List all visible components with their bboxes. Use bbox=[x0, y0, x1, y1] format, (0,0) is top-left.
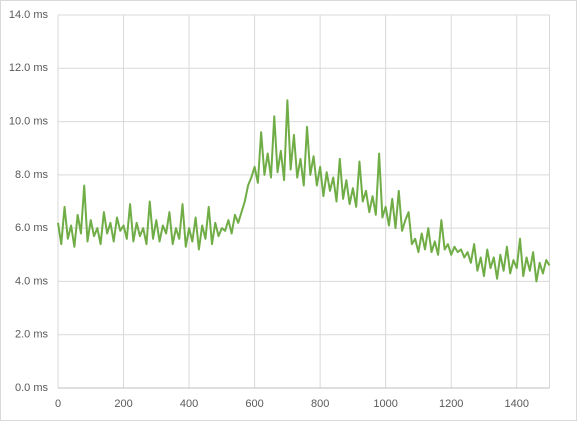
x-tick-label: 0 bbox=[55, 398, 61, 410]
x-tick-label: 600 bbox=[245, 398, 263, 410]
x-tick-label: 1400 bbox=[504, 398, 528, 410]
x-tick-label: 200 bbox=[114, 398, 132, 410]
y-tick-label: 8.0 ms bbox=[15, 169, 49, 181]
x-tick-label: 1200 bbox=[439, 398, 463, 410]
data-line bbox=[57, 99, 551, 283]
y-tick-label: 4.0 ms bbox=[15, 275, 49, 287]
y-tick-label: 14.0 ms bbox=[9, 9, 49, 21]
y-tick-label: 0.0 ms bbox=[15, 382, 49, 394]
y-tick-label: 6.0 ms bbox=[15, 222, 49, 234]
x-tick-label: 800 bbox=[311, 398, 329, 410]
x-tick-label: 1000 bbox=[373, 398, 397, 410]
x-tick-label: 400 bbox=[180, 398, 198, 410]
y-tick-label: 12.0 ms bbox=[9, 62, 49, 74]
y-tick-label: 10.0 ms bbox=[9, 115, 49, 127]
y-tick-label: 2.0 ms bbox=[15, 329, 49, 341]
